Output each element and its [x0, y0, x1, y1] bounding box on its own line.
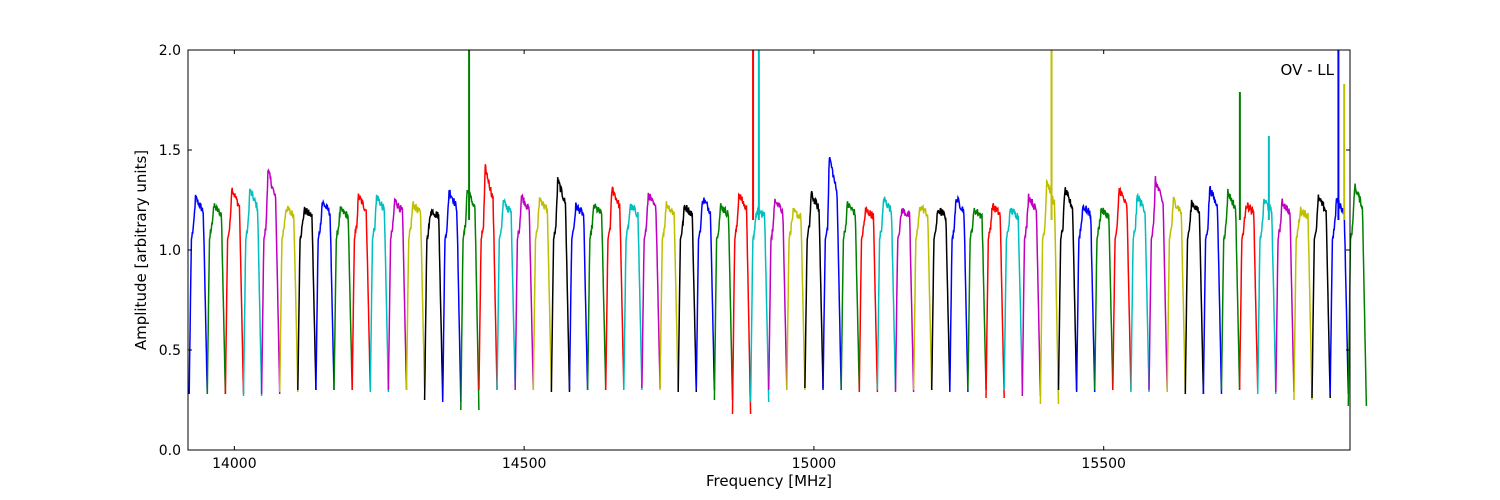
- channel-line-63: [1311, 194, 1331, 399]
- channel-line-15: [441, 189, 462, 403]
- channel-line-51: [1093, 207, 1114, 391]
- y-axis-label: Amplitude [arbitrary units]: [132, 150, 150, 350]
- channel-line-58: [1220, 188, 1241, 391]
- annotation-ov-ll: OV - LL: [1281, 61, 1335, 79]
- channel-line-46: [1003, 207, 1024, 391]
- channel-line-57: [1202, 185, 1223, 395]
- channel-line-54: [1148, 176, 1168, 391]
- y-tick-label: 1.0: [159, 243, 181, 259]
- channel-line-8: [315, 199, 335, 391]
- channel-line-43: [949, 194, 969, 393]
- channel-line-11: [369, 194, 390, 393]
- channel-line-40: [894, 208, 915, 393]
- channel-line-3: [224, 187, 245, 395]
- channel-line-48: [1039, 178, 1060, 405]
- channel-line-13: [405, 201, 426, 391]
- channel-line-35: [804, 191, 824, 389]
- channel-line-59: [1238, 202, 1259, 391]
- channel-line-26: [641, 192, 661, 389]
- channel-line-62: [1293, 206, 1313, 401]
- channel-line-50: [1075, 203, 1096, 393]
- channel-line-24: [604, 186, 625, 391]
- channel-line-49: [1057, 187, 1078, 391]
- channel-line-1: [188, 194, 209, 395]
- channel-line-18: [496, 197, 516, 391]
- channel-line-55: [1166, 196, 1187, 393]
- channel-line-38: [858, 205, 879, 393]
- channel-line-42: [930, 207, 951, 391]
- channel-line-34: [786, 207, 806, 391]
- channel-line-31: [731, 192, 752, 415]
- channel-line-29: [695, 197, 716, 391]
- channel-line-5: [260, 168, 281, 395]
- channel-line-36: [822, 156, 842, 391]
- channel-line-61: [1275, 198, 1295, 393]
- y-tick-label: 2.0: [159, 43, 181, 59]
- channel-line-56: [1184, 199, 1205, 395]
- channel-line-21: [550, 177, 571, 393]
- channel-line-41: [912, 203, 933, 391]
- channel-line-45: [985, 203, 1005, 399]
- x-axis-label: Frequency [MHz]: [706, 472, 832, 490]
- channel-line-52: [1112, 186, 1132, 391]
- channel-line-16: [460, 189, 480, 411]
- channel-line-7: [297, 206, 317, 391]
- channel-line-17: [478, 164, 498, 391]
- channel-line-23: [586, 203, 607, 391]
- channel-line-22: [568, 202, 589, 391]
- channel-line-27: [659, 201, 679, 391]
- series-layer: [188, 50, 1368, 415]
- x-tick-label: 15000: [792, 456, 837, 472]
- channel-line-19: [514, 193, 535, 391]
- x-tick-label: 14500: [502, 456, 547, 472]
- y-tick-label: 0.5: [159, 343, 181, 359]
- x-axis-ticks: 14000 14500 15000 15500: [212, 50, 1126, 472]
- channel-line-39: [876, 196, 897, 391]
- channel-line-65: [1347, 183, 1368, 407]
- channel-line-33: [767, 198, 788, 391]
- channel-line-4: [242, 188, 263, 397]
- channel-line-2: [206, 203, 227, 395]
- channel-line-25: [623, 203, 643, 391]
- x-tick-label: 14000: [212, 456, 257, 472]
- channel-line-60: [1256, 198, 1277, 395]
- channel-line-64: [1329, 197, 1350, 395]
- y-tick-label: 1.5: [159, 143, 181, 159]
- y-tick-label: 0.0: [159, 443, 181, 459]
- channel-line-14: [423, 208, 444, 401]
- y-axis-ticks: 0.0 0.5 1.0 1.5 2.0: [159, 43, 1350, 459]
- channel-line-20: [532, 197, 553, 391]
- channel-line-44: [967, 207, 987, 391]
- channel-line-12: [387, 197, 408, 391]
- channel-line-37: [840, 201, 861, 391]
- channel-line-9: [333, 206, 353, 391]
- x-tick-label: 15500: [1081, 456, 1126, 472]
- channel-line-32: [749, 205, 770, 403]
- channel-line-28: [677, 204, 698, 393]
- channel-line-6: [278, 205, 299, 393]
- channel-line-10: [351, 193, 372, 391]
- channel-line-30: [713, 203, 734, 401]
- channel-line-47: [1021, 193, 1042, 397]
- channel-line-53: [1130, 192, 1150, 393]
